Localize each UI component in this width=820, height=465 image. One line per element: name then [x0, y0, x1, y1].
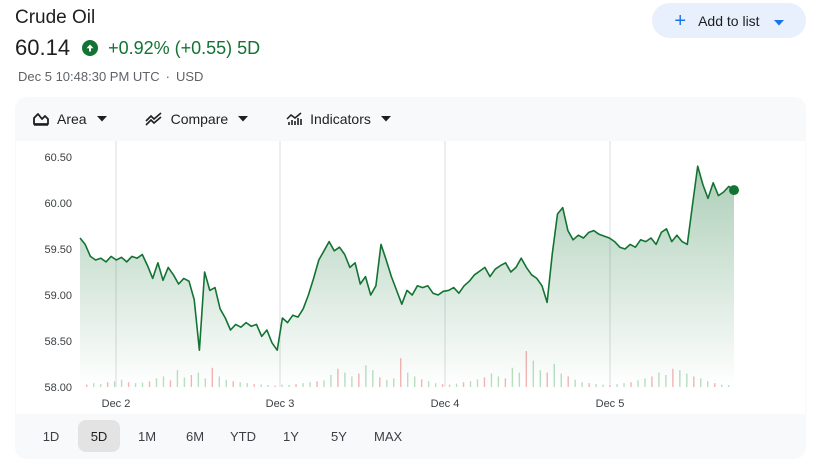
range-ytd[interactable]: YTD	[230, 428, 256, 444]
x-tick-label: Dec 5	[596, 398, 625, 410]
range-5y[interactable]: 5Y	[331, 428, 347, 444]
x-tick-label: Dec 3	[266, 398, 295, 410]
price-line	[79, 165, 735, 351]
range-1y[interactable]: 1Y	[283, 428, 299, 444]
quote-timestamp: Dec 5 10:48:30 PM UTC	[18, 69, 160, 84]
plus-icon: +	[674, 9, 687, 32]
current-price-marker	[729, 185, 739, 196]
chart-area[interactable]: 60.50 60.00 59.50 59.00 58.50 58.00 Dec 2 Dec …	[16, 141, 805, 414]
y-tick-label: 59.50	[44, 244, 72, 256]
caret-down-icon	[238, 116, 249, 122]
quote-currency: USD	[175, 69, 204, 84]
y-tick-label: 60.50	[44, 152, 72, 164]
arrow-up-icon	[82, 40, 99, 56]
chart-type-label: Area	[57, 111, 87, 127]
caret-down-icon	[96, 116, 107, 122]
indicators-label: Indicators	[310, 111, 371, 127]
compare-label: Compare	[170, 111, 229, 127]
range-selector: 1D 5D 1M 6M YTD 1Y 5Y MAX	[15, 419, 416, 453]
x-tick-label: Dec 2	[102, 398, 131, 410]
indicators-icon	[286, 112, 302, 125]
price-row: 60.14 +0.92% (+0.55) 5D	[15, 35, 260, 61]
chart-panel: Area Compare Indicators	[15, 97, 806, 459]
quote-meta: Dec 5 10:48:30 PM UTC · USD	[18, 69, 260, 84]
caret-down-icon	[380, 116, 391, 122]
chart-type-dropdown[interactable]: Area	[33, 111, 115, 127]
price-area	[80, 166, 734, 387]
add-to-list-button[interactable]: + Add to list	[652, 3, 806, 38]
area-chart-icon	[33, 113, 49, 126]
y-tick-label: 58.50	[44, 336, 72, 348]
caret-down-icon	[773, 13, 784, 29]
y-tick-label: 59.00	[44, 290, 72, 302]
add-to-list-label: Add to list	[698, 12, 760, 29]
change-absolute: (+0.55)	[174, 37, 233, 58]
separator-dot: ·	[165, 69, 170, 84]
chart-toolbar: Area Compare Indicators	[15, 97, 429, 141]
quote-header: Crude Oil 60.14 +0.92% (+0.55) 5D Dec 5 …	[15, 7, 260, 84]
indicators-dropdown[interactable]: Indicators	[286, 111, 399, 127]
price-chart[interactable]: 60.50 60.00 59.50 59.00 58.50 58.00 Dec 2 Dec …	[16, 141, 805, 414]
y-tick-label: 58.00	[44, 382, 72, 394]
range-max[interactable]: MAX	[374, 428, 403, 444]
range-1m[interactable]: 1M	[137, 428, 157, 444]
x-tick-label: Dec 4	[431, 398, 460, 410]
change-period: 5D	[237, 37, 261, 58]
compare-icon	[145, 112, 162, 126]
y-tick-label: 60.00	[44, 198, 72, 210]
range-1d[interactable]: 1D	[42, 428, 60, 444]
range-5d[interactable]: 5D	[78, 420, 120, 452]
range-6m[interactable]: 6M	[185, 428, 205, 444]
compare-dropdown[interactable]: Compare	[145, 111, 257, 127]
change-percent: +0.92%	[108, 37, 170, 58]
price-change: +0.92% (+0.55) 5D	[82, 38, 260, 59]
current-price: 60.14	[15, 35, 71, 60]
instrument-title: Crude Oil	[15, 7, 96, 28]
